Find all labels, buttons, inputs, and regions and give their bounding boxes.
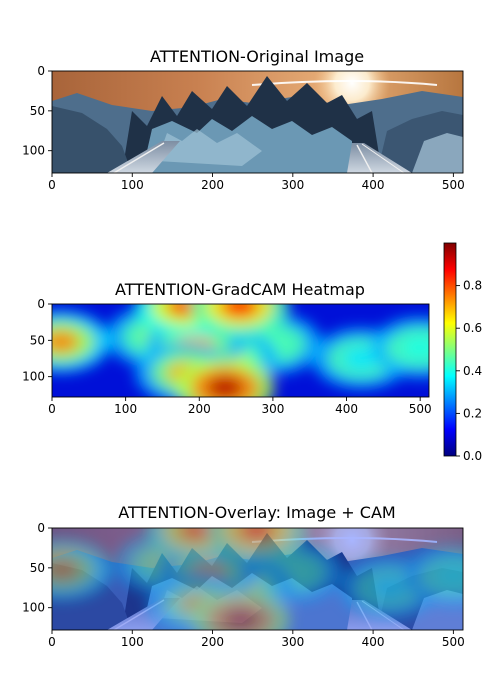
x-tick-label: 0 (48, 178, 56, 192)
panel2-title: ATTENTION-GradCAM Heatmap (115, 280, 365, 299)
panel3-xticks: 0 100 200 300 400 500 (48, 630, 465, 649)
x-tick-label: 300 (261, 402, 284, 416)
colorbar-ticks: 0.0 0.2 0.4 0.6 0.8 (456, 279, 482, 463)
heat-spot (52, 558, 80, 581)
x-tick-label: 200 (188, 402, 211, 416)
colorbar-tick-label: 0.0 (463, 449, 482, 463)
colorbar-tick-label: 0.6 (463, 321, 482, 335)
heat-spot (221, 304, 258, 318)
overlay-image (52, 528, 463, 630)
colorbar-tick-label: 0.8 (463, 279, 482, 293)
y-tick-label: 100 (22, 370, 45, 384)
heat-spot (401, 336, 429, 359)
x-tick-label: 500 (442, 635, 465, 649)
y-tick-label: 0 (37, 521, 45, 535)
y-tick-label: 50 (30, 333, 45, 347)
gradcam-heatmap (52, 304, 429, 397)
x-tick-label: 400 (335, 402, 358, 416)
heat-spot (178, 528, 215, 542)
y-tick-label: 100 (22, 144, 45, 158)
x-tick-label: 400 (362, 178, 385, 192)
heat-spot (206, 376, 244, 397)
x-tick-label: 100 (121, 178, 144, 192)
x-tick-label: 400 (362, 635, 385, 649)
x-tick-label: 100 (114, 402, 137, 416)
heat-spot (435, 564, 463, 588)
heat-spot (52, 330, 80, 353)
colorbar-gradient (443, 242, 457, 457)
x-tick-label: 0 (48, 635, 56, 649)
x-tick-label: 100 (121, 635, 144, 649)
panel1-title: ATTENTION-Original Image (150, 47, 364, 66)
heat-spot (222, 608, 259, 630)
y-tick-label: 50 (30, 561, 45, 575)
y-tick-label: 100 (22, 601, 45, 615)
x-tick-label: 300 (281, 635, 304, 649)
x-tick-label: 200 (201, 178, 224, 192)
panel3-title: ATTENTION-Overlay: Image + CAM (118, 503, 395, 522)
panel-gradcam-heatmap: ATTENTION-GradCAM Heatmap 0 100 200 300 400 5… (22, 242, 482, 463)
y-tick-label: 50 (30, 104, 45, 118)
panel-overlay: ATTENTION-Overlay: Image + CAM 0 100 200 30… (22, 503, 465, 649)
panel2-xticks: 0 100 200 300 400 500 (48, 397, 432, 416)
heat-spot (370, 576, 408, 599)
colorbar-tick-label: 0.2 (463, 406, 482, 420)
heat-spot (343, 347, 380, 370)
x-tick-label: 200 (201, 635, 224, 649)
panel-original-image: ATTENTION-Original Image 0 100 200 300 400 50… (22, 47, 465, 192)
x-tick-label: 300 (281, 178, 304, 192)
colorbar-tick-label: 0.4 (463, 364, 482, 378)
x-tick-label: 500 (409, 402, 432, 416)
panel1-xticks: 0 100 200 300 400 500 (48, 173, 465, 192)
heat-spot (238, 528, 275, 542)
panel3-yticks: 0 50 100 (22, 521, 52, 615)
y-tick-label: 0 (37, 64, 45, 78)
y-tick-label: 0 (37, 297, 45, 311)
panel1-yticks: 0 50 100 (22, 64, 52, 158)
x-tick-label: 500 (442, 178, 465, 192)
x-tick-label: 0 (48, 402, 56, 416)
colorbar: 0.0 0.2 0.4 0.6 0.8 (443, 242, 482, 463)
panel2-yticks: 0 50 100 (22, 297, 52, 384)
